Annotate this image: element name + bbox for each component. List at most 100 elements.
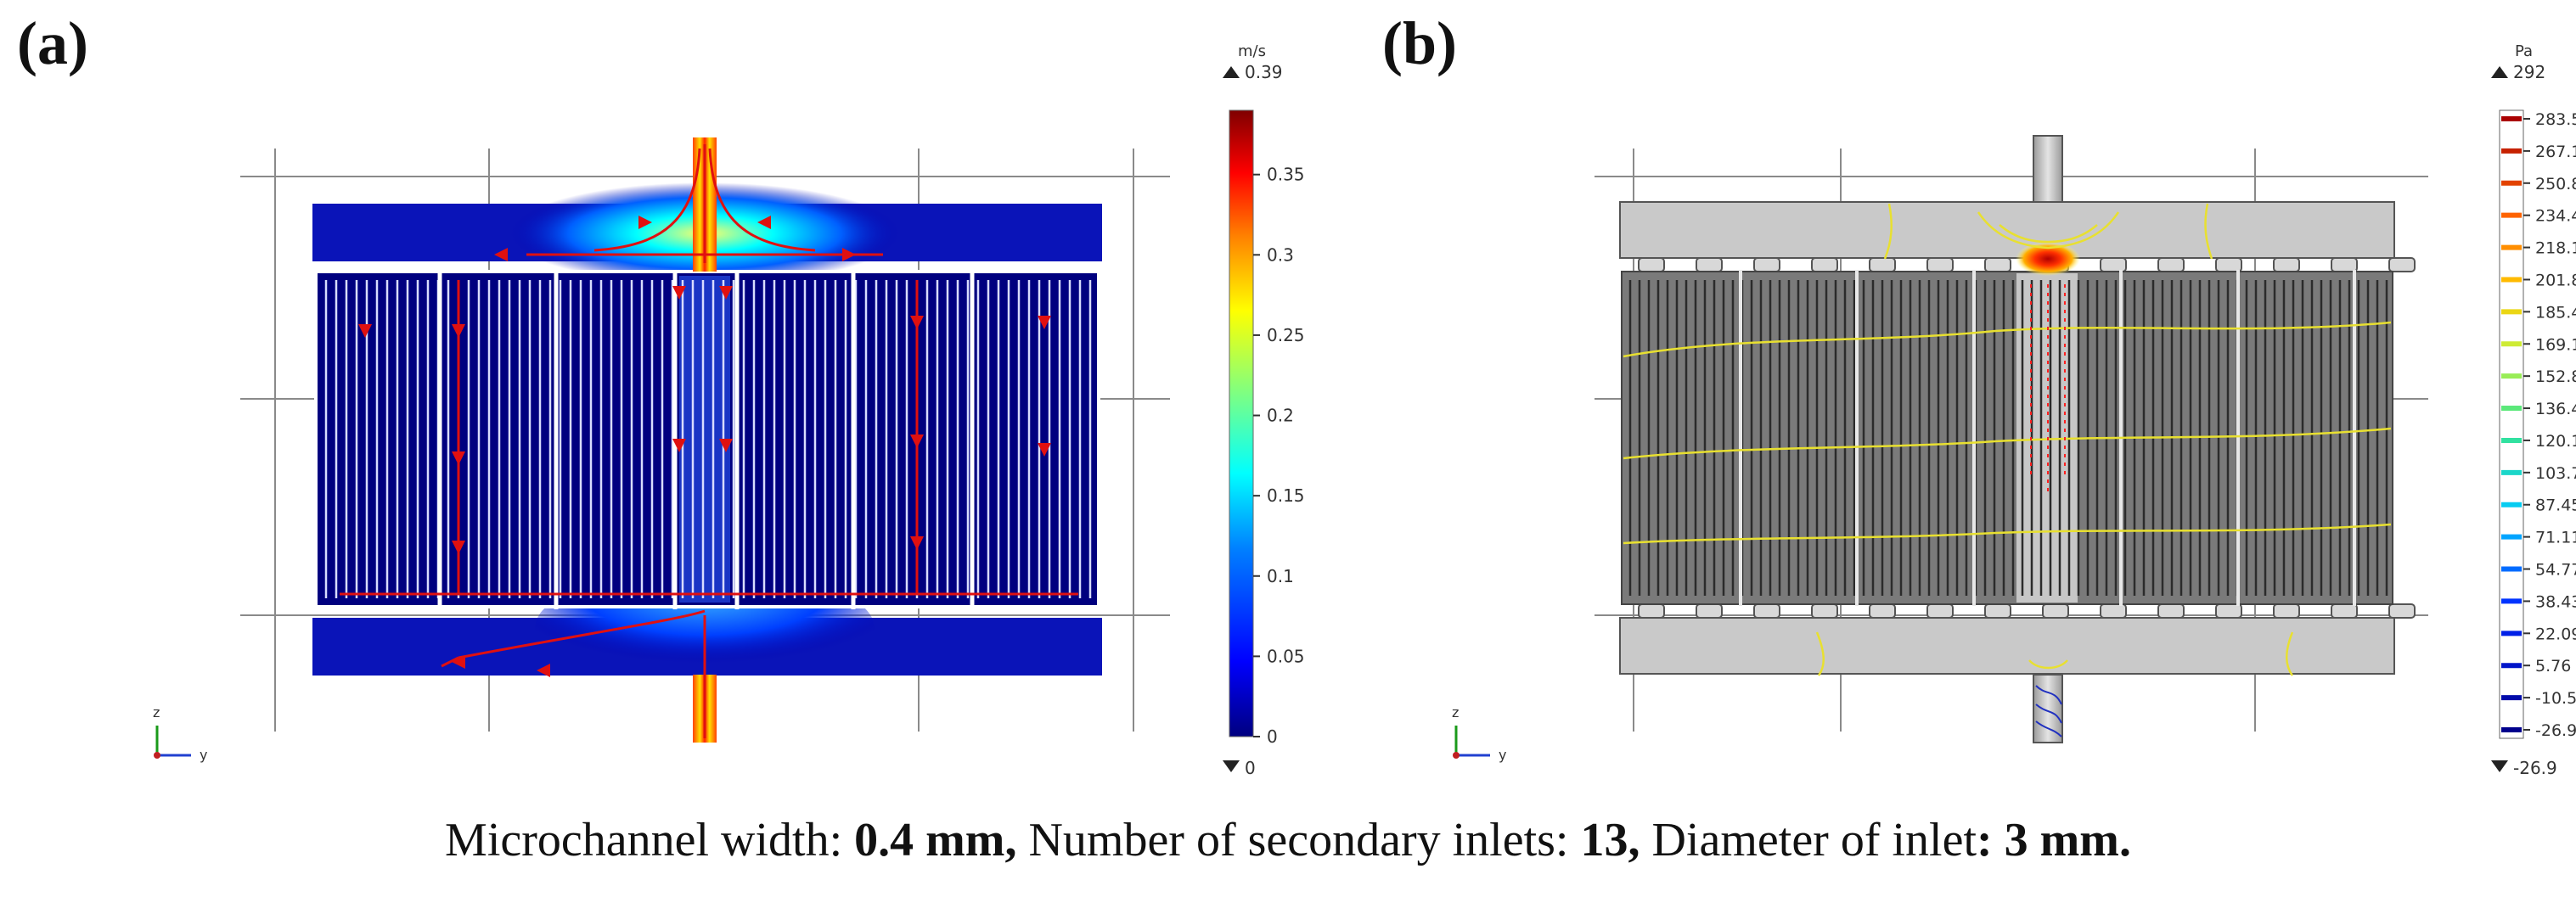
colorbar-tick-label-b: -26.92 [2535,721,2576,740]
colorbar-tick-label-b: 201.81 [2535,271,2576,289]
flow-arrow [452,324,465,338]
colorbar-tick-label-b: -10.58 [2535,689,2576,708]
colorbar-tick-label-a: 0.1 [1267,566,1294,586]
inlet-bump-bottom [2388,603,2416,619]
flow-arrow [537,664,550,677]
inlet-bump-top [2100,257,2127,272]
inlet-bump-bottom [1984,603,2011,619]
flow-arrow [638,216,652,229]
inlet-bump-bottom [1638,603,1665,619]
colorbar-tick-label-b: 267.16 [2535,143,2576,161]
colorbar-min-b: -26.9 [2513,758,2557,778]
colorbar-bands-b [2501,116,2522,732]
flow-arrow [672,439,686,452]
colorbar-tick-label-a: 0.3 [1267,244,1294,265]
colorbar-tick-label-b: 103.78 [2535,464,2576,483]
flow-arrow [910,536,924,550]
flow-arrow [358,324,372,338]
flow-arrow [910,316,924,329]
flow-arrow [452,655,465,669]
pressure-contours-red [2030,284,2066,492]
flow-arrow [757,216,771,229]
max-marker-b [2491,66,2508,78]
inlet-bump-bottom [1869,603,1896,619]
inlet-pipe-b [2033,135,2063,205]
axis-triad-a: z y [153,704,207,763]
axis-y-label-b: y [1499,747,1506,763]
inlet-bump-top [1811,257,1838,272]
colorbar-ticks-a: 0.35 0.3 0.25 0.2 0.15 0.1 0.05 0 [1253,165,1305,747]
colorbar-min-a: 0 [1245,758,1256,778]
pressure-contours-b [1623,203,2392,676]
min-marker-a [1223,760,1240,772]
colorbar-tick-label-b: 250.83 [2535,175,2576,193]
colorbar-tick-label-a: 0.05 [1267,646,1305,666]
colorbar-b: Pa 292 283.5 267.16 250.83 234.49 218.15 201.… [2491,42,2576,778]
flow-arrow [672,286,686,300]
colorbar-tick-label-b: 169.14 [2535,335,2576,354]
colorbar-frame-b [2499,109,2524,739]
colorbar-tick-label-b: 71.11 [2535,529,2576,547]
flow-arrow [452,451,465,465]
inlet-bump-top [2215,257,2242,272]
flow-arrow [842,248,856,261]
axis-y-label-a: y [200,747,207,763]
inlet-bump-bottom [1696,603,1723,619]
colorbar-gradient-a [1229,109,1254,737]
pressure-plot: z y Pa 292 283.5 267.16 250.83 234.49 218.15… [1452,42,2576,778]
caption-inlets-value: 13, [1580,814,1640,866]
caption-inlets-label: Number of secondary inlets: [1016,814,1581,866]
inlet-bump-top [2157,257,2185,272]
flow-arrow [452,541,465,554]
inlet-bump-top [1984,257,2011,272]
colorbar-tick-label-b: 136.46 [2535,400,2576,418]
panel-label-a: (a) [17,9,88,77]
colorbar-tick-label-b: 218.15 [2535,239,2576,258]
flow-arrows-a [358,216,1051,677]
colorbar-tick-label-b: 120.12 [2535,432,2576,451]
figure-canvas: z y m/s 0.39 0.35 0.3 0.25 0.2 0.15 0.1 0.05 0 … [153,42,2576,778]
inlet-bump-top [1638,257,1665,272]
velocity-plot: z y m/s 0.39 0.35 0.3 0.25 0.2 0.15 0.1 0.05 0 … [153,42,1305,778]
colorbar-a: m/s 0.39 0.35 0.3 0.25 0.2 0.15 0.1 0.05 0 0 [1223,42,1305,778]
colorbar-tick-label-b: 152.8 [2535,367,2576,386]
panel-label-b: (b) [1382,9,1457,77]
inlet-bump-bottom [2331,603,2358,619]
inlet-bump-top [2273,257,2300,272]
colorbar-tick-label-b: 87.45 [2535,496,2576,515]
figure-caption: Microchannel width: 0.4 mm, Number of se… [0,813,2576,867]
inlet-bump-bottom [2100,603,2127,619]
caption-width-label: Microchannel width: [445,814,855,866]
inlet-bump-top [2388,257,2416,272]
inlet-bump-top [2331,257,2358,272]
caption-diameter-label: Diameter of inlet [1640,814,1977,866]
colorbar-tick-label-b: 54.77 [2535,561,2576,580]
inlet-bump-bottom [1926,603,1954,619]
colorbar-tick-label-a: 0.2 [1267,406,1294,426]
colorbar-tick-label-a: 0.25 [1267,325,1305,345]
inlet-bump-top [1753,257,1780,272]
colorbar-tick-label-b: 283.5 [2535,110,2576,129]
microchannel-fins-a [324,280,1092,598]
flow-arrow [719,286,733,300]
inlet-bump-bottom [1811,603,1838,619]
axis-z-label-a: z [153,704,160,720]
caption-diameter-value: : 3 mm. [1977,814,2131,866]
colorbar-max-a: 0.39 [1245,62,1283,82]
inlet-bump-top [1926,257,1954,272]
inlet-bump-bottom [2215,603,2242,619]
flow-arrow [1038,443,1051,457]
colorbar-tick-label-b: 234.49 [2535,207,2576,226]
caption-width-value: 0.4 mm, [854,814,1017,866]
inlet-bump-bottom [2273,603,2300,619]
colorbar-tick-label-a: 0.35 [1267,165,1305,185]
flow-arrow [719,439,733,452]
outlet-pressure-contours [2035,685,2062,737]
inlet-bump-bottom [1753,603,1780,619]
colorbar-tick-label-a: 0.15 [1267,485,1305,506]
section-dividers-a [437,270,975,609]
min-marker-b [2491,760,2508,772]
flow-arrow [910,434,924,448]
inlet-bump-top [1869,257,1896,272]
bottom-manifold-b [1619,617,2395,675]
